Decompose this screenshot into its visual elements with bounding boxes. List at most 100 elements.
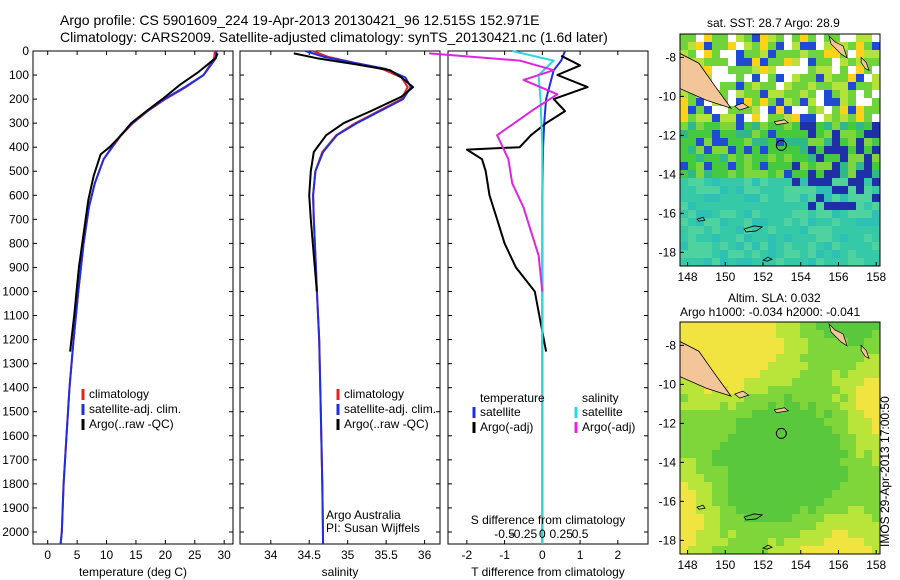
map-cell xyxy=(848,138,856,146)
map-cell xyxy=(808,58,816,66)
s-diff-tick-label: 0.5 xyxy=(572,527,589,541)
map-cell xyxy=(872,346,880,354)
map-cell xyxy=(712,506,720,514)
y-tick-label: 0 xyxy=(22,44,29,58)
map-cell xyxy=(784,258,792,266)
map-cell xyxy=(824,138,832,146)
map-cell xyxy=(784,450,792,458)
map-cell xyxy=(872,122,880,130)
map-cell xyxy=(848,218,856,226)
map-cell xyxy=(696,466,704,474)
map-cell xyxy=(736,346,744,354)
map-cell xyxy=(680,162,688,170)
map-cell xyxy=(808,106,816,114)
map-cell xyxy=(808,322,816,330)
map-cell xyxy=(792,450,800,458)
map-cell xyxy=(872,242,880,250)
map-cell xyxy=(856,122,864,130)
map-cell xyxy=(816,394,824,402)
map-cell xyxy=(800,74,808,82)
map-cell xyxy=(848,226,856,234)
map-cell xyxy=(848,498,856,506)
map-cell xyxy=(728,338,736,346)
map-cell xyxy=(688,386,696,394)
map-cell xyxy=(768,362,776,370)
map-cell xyxy=(824,346,832,354)
map-cell xyxy=(736,362,744,370)
map-cell xyxy=(784,162,792,170)
map-cell xyxy=(736,210,744,218)
map-cell xyxy=(784,410,792,418)
legend-label: satellite-adj. clim. xyxy=(89,402,181,416)
map-cell xyxy=(688,426,696,434)
x-tick-label: 158 xyxy=(866,270,886,284)
map-cell xyxy=(792,474,800,482)
map-cell xyxy=(808,418,816,426)
map-cell xyxy=(744,178,752,186)
map-cell xyxy=(776,234,784,242)
map-cell xyxy=(760,66,768,74)
map-cell xyxy=(728,498,736,506)
map-cell xyxy=(792,490,800,498)
map-cell xyxy=(800,106,808,114)
map-cell xyxy=(856,234,864,242)
map-cell xyxy=(784,130,792,138)
map-cell xyxy=(824,58,832,66)
map-cell xyxy=(680,130,688,138)
map-cell xyxy=(704,66,712,74)
map-cell xyxy=(784,330,792,338)
map-cell xyxy=(816,354,824,362)
map-cell xyxy=(720,466,728,474)
argo-position-marker xyxy=(775,427,787,439)
map-cell xyxy=(704,490,712,498)
map-cell xyxy=(824,154,832,162)
map-cell xyxy=(872,410,880,418)
x-tick-label: 150 xyxy=(715,270,735,284)
map-cell xyxy=(688,98,696,106)
map-cell xyxy=(752,194,760,202)
map-cell xyxy=(720,210,728,218)
sla-map-panel: 148 150 152 154 156 158-8-10-12-14-16-18 xyxy=(659,321,887,572)
map-cell xyxy=(856,522,864,530)
map-cell xyxy=(776,370,784,378)
map-cell xyxy=(736,162,744,170)
map-cell xyxy=(840,66,848,74)
map-cell xyxy=(752,138,760,146)
map-cell xyxy=(872,218,880,226)
map-cell xyxy=(736,74,744,82)
map-cell xyxy=(816,82,824,90)
map-cell xyxy=(688,154,696,162)
x-tick-label: 156 xyxy=(828,270,848,284)
map-cell xyxy=(736,482,744,490)
map-cell xyxy=(768,258,776,266)
map-cell xyxy=(840,250,848,258)
map-cell xyxy=(792,506,800,514)
map-cell xyxy=(680,90,688,98)
map-cell xyxy=(776,322,784,330)
map-cell xyxy=(792,122,800,130)
map-cell xyxy=(760,58,768,66)
reef-outline xyxy=(761,544,773,550)
x-tick-label: 34 xyxy=(264,548,278,562)
map-cell xyxy=(768,466,776,474)
s-diff-xlabel: S difference from climatology xyxy=(471,513,626,527)
map-cell xyxy=(736,466,744,474)
map-cell xyxy=(840,346,848,354)
map-cell xyxy=(848,170,856,178)
map-cell xyxy=(680,234,688,242)
map-cell xyxy=(872,98,880,106)
map-cell xyxy=(744,218,752,226)
map-cell xyxy=(832,498,840,506)
map-cell xyxy=(744,202,752,210)
map-cell xyxy=(728,386,736,394)
map-cell xyxy=(760,258,768,266)
map-cell xyxy=(704,418,712,426)
series-line-2 xyxy=(293,52,415,292)
map-cell xyxy=(864,346,872,354)
map-cell xyxy=(688,258,696,266)
x-tick-label: 150 xyxy=(715,558,735,572)
map-cell xyxy=(856,162,864,170)
map-cell xyxy=(704,170,712,178)
map-cell xyxy=(768,522,776,530)
map-cell xyxy=(776,354,784,362)
